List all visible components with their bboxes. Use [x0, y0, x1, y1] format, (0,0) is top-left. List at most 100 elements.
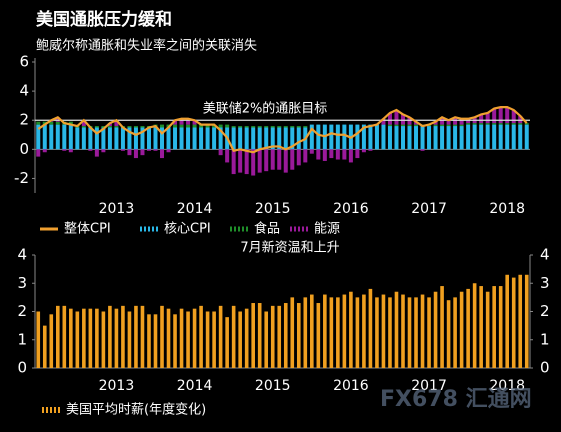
y-tick-label: 2	[17, 302, 27, 320]
bar	[511, 110, 516, 124]
bar	[160, 127, 165, 150]
bar	[485, 291, 490, 368]
bar	[322, 149, 327, 161]
bar	[238, 149, 243, 173]
bar	[459, 126, 464, 150]
y-tick-label: 3	[17, 274, 27, 292]
bar	[153, 127, 158, 150]
bar	[120, 127, 125, 150]
bar	[309, 124, 314, 150]
bar	[374, 124, 379, 150]
bar	[453, 126, 458, 150]
bar	[160, 124, 165, 128]
bar	[127, 311, 132, 368]
bar	[342, 124, 347, 150]
bar	[114, 308, 119, 368]
bar	[316, 303, 321, 368]
bar	[264, 149, 269, 172]
bar	[140, 126, 145, 128]
y2-tick-label: 2	[540, 302, 550, 320]
line	[37, 106, 528, 154]
bar	[407, 126, 412, 150]
bar	[107, 127, 112, 150]
bar	[440, 286, 444, 368]
bar	[361, 149, 366, 153]
bar	[133, 126, 138, 128]
bar	[153, 149, 158, 151]
bar	[212, 127, 217, 150]
bar	[231, 305, 236, 368]
bar	[42, 149, 47, 153]
bar	[290, 149, 295, 170]
bar	[81, 127, 86, 150]
bar	[387, 112, 392, 125]
bar	[290, 127, 295, 150]
bar	[277, 305, 282, 368]
bar	[361, 124, 366, 150]
bar	[36, 124, 41, 150]
bar	[420, 149, 425, 151]
annotation: 7月新资温和上升	[240, 240, 339, 256]
y2-tick-label: 4	[540, 246, 550, 264]
bar	[251, 127, 256, 150]
legend-label: 能源	[314, 222, 340, 237]
bar	[101, 311, 106, 368]
bar	[62, 305, 67, 368]
bar	[199, 124, 204, 128]
bar	[394, 110, 399, 125]
bar	[296, 303, 301, 368]
legend-label: 美国平均时薪(年度变化)	[66, 402, 206, 418]
bar	[459, 118, 464, 125]
bar	[114, 126, 119, 128]
bar	[238, 311, 242, 368]
x-tick-label: 2018	[489, 378, 525, 394]
bar	[381, 294, 386, 368]
bar	[42, 124, 47, 150]
bar	[414, 126, 419, 150]
x-tick-label: 2014	[177, 201, 213, 217]
bar	[348, 149, 353, 163]
bar	[355, 149, 360, 159]
bar	[251, 149, 256, 176]
bar	[231, 149, 236, 175]
bar	[296, 126, 301, 128]
bar	[309, 149, 314, 154]
bar	[394, 124, 399, 127]
bar	[479, 124, 484, 150]
bar	[427, 297, 431, 368]
bar	[55, 305, 60, 368]
bar	[62, 149, 67, 151]
bar	[414, 124, 419, 127]
bar	[388, 297, 392, 368]
bar	[336, 297, 340, 368]
y-tick-label: 4	[17, 246, 27, 264]
bar	[446, 126, 451, 150]
bar	[225, 124, 230, 128]
bar	[101, 127, 106, 150]
bar	[257, 303, 262, 368]
bar	[440, 117, 445, 125]
bar	[277, 149, 282, 170]
y-tick-label: 1	[17, 330, 27, 348]
y2-tick-label: 1	[540, 330, 550, 348]
bar	[62, 124, 67, 150]
bar	[49, 314, 54, 368]
bar	[407, 117, 412, 125]
bar	[192, 308, 197, 368]
y-tick-label: -2	[14, 169, 29, 187]
bar	[420, 126, 425, 150]
bar	[49, 124, 54, 150]
y2-tick-label: 3	[540, 274, 550, 292]
x-tick-label: 2018	[489, 201, 525, 217]
bar	[485, 112, 490, 124]
bar	[498, 286, 503, 368]
bar	[524, 124, 529, 150]
y-tick-label: 0	[19, 140, 29, 158]
bar	[140, 127, 145, 150]
bar	[42, 121, 47, 125]
bar	[244, 149, 249, 175]
bar	[55, 124, 60, 150]
bar	[186, 124, 191, 128]
bar	[140, 149, 145, 156]
